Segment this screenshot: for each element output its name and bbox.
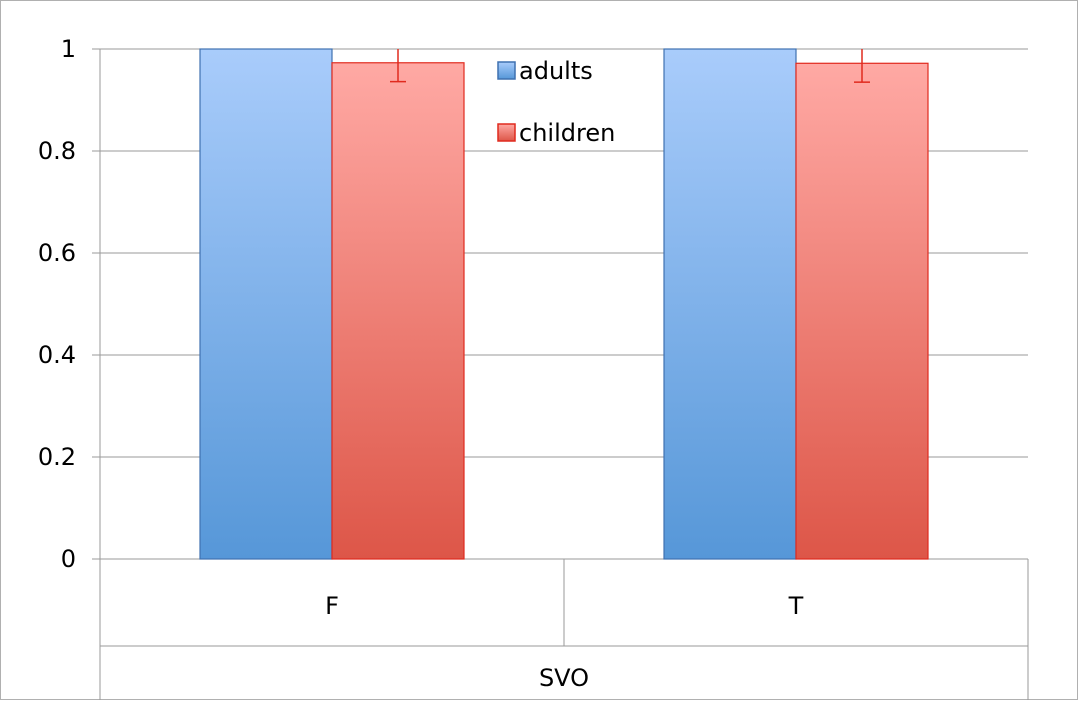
legend-label-adults: adults (519, 57, 593, 85)
y-tick-label: 0.6 (38, 239, 76, 267)
legend-swatch-children (497, 123, 516, 142)
y-tick-label: 0 (61, 545, 76, 573)
bar-adults-F (199, 48, 333, 560)
bars (199, 48, 929, 560)
x-group-label: SVO (539, 664, 589, 692)
legend-label-children: children (519, 119, 615, 147)
y-tick-label: 1 (61, 35, 76, 63)
bar-children-T (795, 62, 929, 560)
y-tick-label: 0.4 (38, 341, 76, 369)
x-category-label: T (788, 592, 804, 620)
y-tick-label: 0.8 (38, 137, 76, 165)
axes: 0 0.2 0.4 0.6 0.8 1 F T SVO (38, 35, 1029, 700)
legend: adults children (497, 57, 615, 147)
bar-adults-T (663, 48, 797, 560)
y-tick-label: 0.2 (38, 443, 76, 471)
bar-children-F (331, 62, 465, 560)
legend-swatch-adults (497, 61, 516, 80)
x-category-label: F (325, 592, 339, 620)
